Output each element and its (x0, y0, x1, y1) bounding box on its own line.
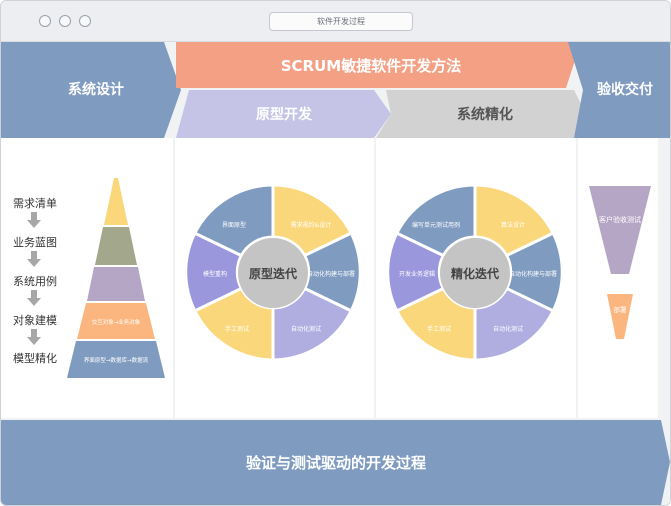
footer-band (1, 420, 670, 505)
header-delivery-label: 验收交付 (597, 81, 653, 98)
down-arrow-icon (27, 329, 41, 345)
phase-prototype-label: 原型开发 (256, 106, 313, 123)
pyramid-layer-4 (77, 303, 155, 339)
step-requirements: 需求清单 (13, 197, 57, 210)
phase-refine-label: 系统精化 (457, 106, 513, 123)
cycle2-label-auto-build-deploy: 自动化构建与部署 (509, 270, 557, 278)
scrum-process-diagram: 系统设计 SCRUM敏捷软件开发方法 原型开发 系统精化 验收交付 需求清单 业… (1, 42, 670, 505)
step-model-refinement: 模型精化 (13, 351, 57, 365)
header-scrum-label: SCRUM敏捷软件开发方法 (281, 57, 461, 75)
deployment-label: 部署 (614, 305, 628, 314)
phase-refine-arrow (376, 90, 586, 138)
header-design-label: 系统设计 (68, 81, 124, 98)
cycle1-center-label: 原型迭代 (249, 266, 297, 281)
cycle1-label-ui-prototype: 界面原型 (222, 221, 246, 229)
delivery-panel (578, 138, 658, 418)
step-object-modeling: 对象建模 (13, 313, 57, 327)
step-business-blueprint: 业务蓝图 (13, 236, 57, 249)
maximize-window-icon[interactable] (79, 15, 91, 27)
pyramid-layer-5-label: 界面原型→数据库→数据流 (84, 356, 149, 364)
close-window-icon[interactable] (39, 15, 51, 27)
header-scrum-banner (176, 42, 581, 88)
pyramid-layer-1 (104, 178, 128, 225)
address-bar[interactable]: 软件开发过程 (269, 12, 413, 31)
cycle2-label-auto-test: 自动化测试 (493, 325, 523, 333)
cycle1-segment-ui-prototype (192, 183, 275, 258)
cycle2-label-unit-test-cases: 编写单元测试用例 (412, 221, 460, 229)
down-arrow-icon (27, 290, 41, 306)
customer-acceptance-label: 客户验收测试 (599, 215, 641, 224)
cycle1-label-requirements-design: 需求规约&设计 (291, 221, 332, 229)
pyramid-layer-4-label: 交互对象→业务对象 (92, 318, 141, 326)
requirements-pyramid: 交互对象→业务对象 界面原型→数据库→数据流 (67, 178, 165, 378)
cycle1-segment-requirements-design (271, 183, 354, 258)
down-arrow-icon (27, 251, 41, 267)
refine-iteration-cycle: 精化迭代 编写单元测试用例 算法设计 自动化构建与部署 自动化测试 手工测试 开… (386, 183, 564, 362)
pyramid-layer-3 (87, 267, 145, 301)
pyramid-layer-5 (67, 341, 165, 378)
cycle2-center-label: 精化迭代 (451, 266, 499, 281)
cycle1-label-auto-test: 自动化测试 (291, 325, 321, 333)
cycle1-label-manual-test: 手工测试 (225, 325, 249, 333)
customer-acceptance-shape (589, 186, 651, 274)
delivery-funnel: 客户验收测试 部署 (589, 186, 651, 339)
cycle1-center (238, 238, 308, 308)
pyramid-layer-2 (95, 227, 137, 265)
deployment-shape (607, 294, 633, 339)
footer-label: 验证与测试驱动的开发过程 (246, 454, 426, 472)
step-use-cases: 系统用例 (13, 274, 57, 288)
cycle2-label-manual-test: 手工测试 (427, 325, 451, 333)
header-delivery-arrow (568, 42, 670, 138)
cycle2-segment-unit-test-cases (394, 183, 477, 258)
cycle2-label-business-logic: 开发业务逻辑 (399, 270, 435, 278)
cycle2-segment-algorithm-design (473, 183, 556, 258)
cycle2-label-algorithm-design: 算法设计 (501, 221, 525, 229)
cycle1-label-model-refactor: 模型重构 (203, 270, 227, 278)
header-design-arrow (1, 42, 181, 138)
title-bar: 软件开发过程 (1, 1, 670, 42)
phase-prototype-arrow (176, 90, 391, 138)
minimize-window-icon[interactable] (59, 15, 71, 27)
design-steps: 需求清单 业务蓝图 系统用例 对象建模 模型精化 (13, 197, 57, 365)
cycle1-label-auto-build-deploy: 自动化构建与部署 (307, 270, 355, 278)
down-arrow-icon (27, 212, 41, 228)
prototype-iteration-cycle: 原型迭代 界面原型 需求规约&设计 自动化构建与部署 自动化测试 手工测试 模型… (184, 183, 362, 362)
cycle2-center (440, 238, 510, 308)
